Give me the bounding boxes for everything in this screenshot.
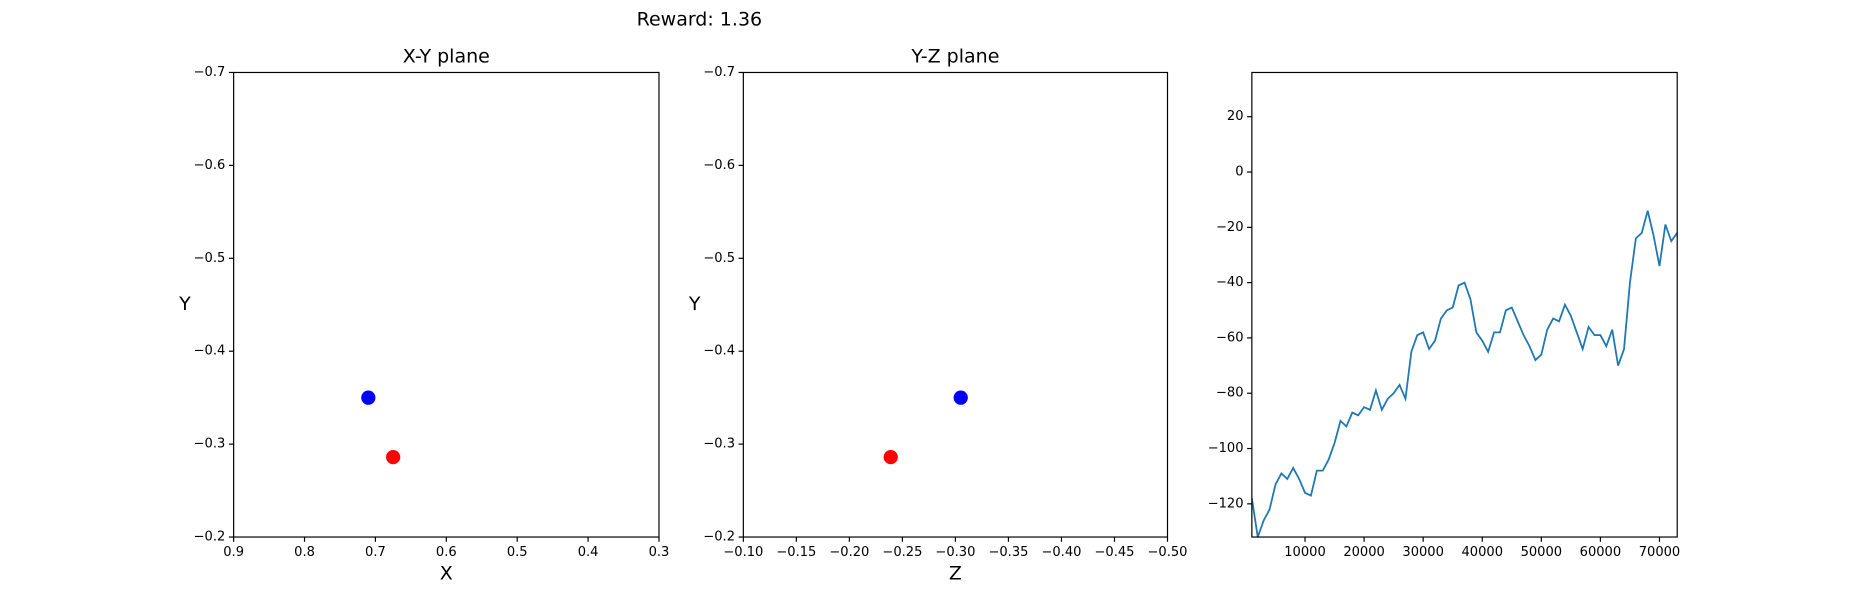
x-tick-label: 40000	[1461, 545, 1503, 560]
x-tick-label: 20000	[1343, 545, 1385, 560]
y-tick-label: −0.7	[194, 65, 226, 80]
y-tick-label: −20	[1216, 220, 1244, 235]
x-tick-label: 30000	[1402, 545, 1444, 560]
x-tick-label: 0.8	[294, 545, 315, 560]
y-axis-label: Y	[688, 293, 701, 315]
y-tick-label: −0.3	[703, 437, 735, 452]
axes-frame	[742, 71, 1169, 538]
x-tick-label: 70000	[1639, 545, 1681, 560]
x-tick-label: −0.50	[1148, 545, 1188, 560]
y-tick-label: −0.4	[703, 344, 735, 359]
axes-frame	[233, 71, 660, 538]
x-axis-label: X	[440, 562, 453, 584]
y-tick-label: −120	[1208, 496, 1244, 511]
y-tick-label: −0.3	[194, 437, 226, 452]
x-tick-label: −0.35	[988, 545, 1028, 560]
point	[883, 449, 898, 465]
y-tick-label: −80	[1216, 386, 1244, 401]
y-tick-label: −0.2	[194, 530, 226, 545]
line	[1251, 210, 1678, 538]
x-tick-label: −0.40	[1041, 545, 1081, 560]
x-tick-label: 0.6	[436, 545, 457, 560]
y-tick-label: 0	[1235, 165, 1243, 180]
y-axis-label: Y	[178, 293, 191, 315]
point	[361, 390, 376, 405]
point	[953, 390, 968, 405]
y-tick-label: −0.5	[703, 251, 735, 266]
y-tick-label: −0.6	[194, 158, 226, 173]
x-tick-label: 50000	[1521, 545, 1563, 560]
x-tick-label: 0.3	[649, 545, 670, 560]
x-axis-label: Z	[949, 562, 962, 584]
x-tick-label: −0.45	[1094, 545, 1134, 560]
y-tick-label: −0.5	[194, 251, 226, 266]
y-tick-label: −100	[1208, 441, 1244, 456]
y-tick-label: −0.4	[194, 344, 226, 359]
x-tick-label: −0.30	[935, 545, 975, 560]
x-tick-label: 0.5	[507, 545, 528, 560]
x-tick-label: −0.20	[829, 545, 869, 560]
y-tick-label: −60	[1216, 330, 1244, 345]
x-tick-label: 10000	[1284, 545, 1326, 560]
x-tick-label: 0.4	[578, 545, 599, 560]
x-tick-label: 60000	[1580, 545, 1622, 560]
x-tick-label: −0.25	[882, 545, 922, 560]
point	[386, 449, 401, 465]
y-tick-label: −0.7	[703, 65, 735, 80]
y-tick-label: −0.2	[703, 530, 735, 545]
figure-title: Reward: 1.36	[637, 9, 763, 31]
axes-title: X-Y plane	[403, 46, 490, 68]
y-tick-label: −40	[1216, 275, 1244, 290]
x-tick-label: −0.10	[723, 545, 763, 560]
x-tick-label: 0.9	[223, 545, 244, 560]
x-tick-label: −0.15	[776, 545, 816, 560]
y-tick-label: −0.6	[703, 158, 735, 173]
y-tick-label: 20	[1227, 109, 1244, 124]
x-tick-label: 0.7	[365, 545, 386, 560]
axes-frame	[1251, 71, 1678, 538]
axes-title: Y-Z plane	[910, 46, 999, 68]
